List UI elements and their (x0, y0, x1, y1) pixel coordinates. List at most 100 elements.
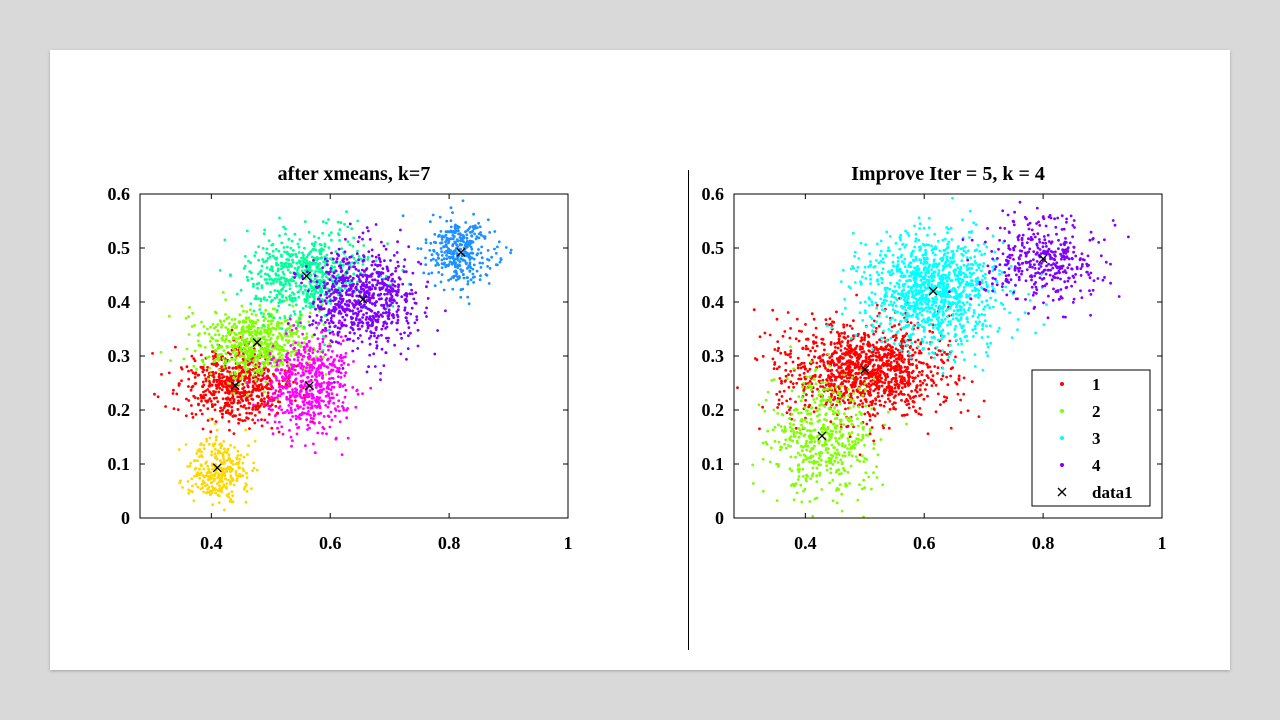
data-point (898, 351, 901, 355)
data-point (199, 353, 203, 357)
data-point (228, 384, 232, 388)
data-point (266, 331, 269, 335)
data-point (196, 397, 200, 400)
data-point (202, 404, 206, 407)
data-point (789, 355, 792, 359)
data-point (900, 414, 904, 417)
data-point (245, 391, 249, 394)
data-point (153, 392, 156, 396)
data-point (817, 379, 821, 383)
data-point (826, 361, 830, 365)
data-point (872, 368, 876, 372)
data-point (263, 328, 266, 332)
data-point (794, 337, 798, 341)
data-point (936, 372, 939, 375)
data-point (889, 368, 892, 372)
data-point (230, 401, 233, 405)
data-point (210, 417, 214, 421)
data-point (270, 426, 274, 430)
data-point (275, 347, 279, 351)
data-point (845, 323, 849, 327)
data-point (907, 376, 911, 380)
data-point (908, 363, 912, 366)
data-point (896, 348, 900, 352)
data-point (821, 359, 825, 362)
data-point (813, 373, 817, 377)
data-point (830, 379, 834, 382)
data-point (834, 346, 837, 349)
data-point (185, 347, 189, 351)
data-point (835, 403, 838, 407)
data-point (268, 355, 271, 359)
data-point (211, 323, 215, 326)
data-point (272, 372, 275, 376)
data-point (169, 359, 173, 362)
data-point (286, 318, 289, 322)
data-point (260, 326, 263, 330)
data-point (177, 382, 181, 386)
data-point (208, 366, 212, 370)
data-point (229, 372, 233, 376)
data-point (856, 395, 859, 399)
data-point (194, 371, 198, 375)
data-point (252, 380, 256, 383)
data-point (869, 375, 873, 378)
data-point (197, 343, 201, 347)
data-point (865, 358, 868, 362)
data-point (273, 307, 276, 311)
data-point (268, 379, 272, 383)
data-point (250, 330, 254, 334)
data-point (223, 340, 227, 343)
data-point (264, 317, 267, 320)
data-point (218, 374, 221, 378)
data-point (275, 322, 279, 325)
data-point (324, 373, 328, 376)
data-point (221, 369, 225, 372)
data-point (804, 323, 807, 326)
data-point (898, 375, 902, 378)
data-point (234, 414, 238, 418)
data-point (230, 357, 234, 361)
data-point (215, 387, 219, 390)
data-point (909, 338, 912, 342)
data-point (871, 343, 875, 347)
data-point (812, 342, 816, 345)
data-point (858, 391, 862, 395)
data-point (227, 420, 231, 423)
data-point (911, 353, 915, 357)
data-point (867, 404, 871, 408)
data-point (224, 313, 227, 316)
data-point (240, 371, 243, 374)
data-point (918, 379, 922, 383)
data-point (226, 351, 230, 355)
data-point (931, 374, 935, 377)
data-point (883, 355, 886, 358)
data-point (255, 365, 258, 368)
data-point (264, 385, 267, 389)
data-point (894, 407, 897, 411)
data-point (946, 383, 950, 386)
data-point (226, 370, 230, 373)
data-point (213, 408, 217, 412)
data-point (232, 398, 236, 401)
data-point (260, 402, 264, 406)
data-point (251, 384, 255, 388)
data-point (788, 336, 792, 340)
data-point (259, 332, 263, 336)
data-point (778, 390, 782, 394)
data-point (868, 344, 871, 348)
data-point (284, 338, 288, 342)
data-point (179, 366, 183, 369)
data-point (820, 337, 824, 341)
data-point (868, 418, 872, 422)
data-point (942, 361, 946, 365)
data-point (217, 378, 221, 382)
data-point (895, 336, 898, 340)
data-point (777, 346, 780, 350)
data-point (859, 383, 863, 386)
data-point (248, 402, 252, 405)
data-point (900, 377, 903, 381)
data-point (308, 311, 312, 315)
data-point (277, 430, 281, 434)
data-point (933, 365, 937, 368)
